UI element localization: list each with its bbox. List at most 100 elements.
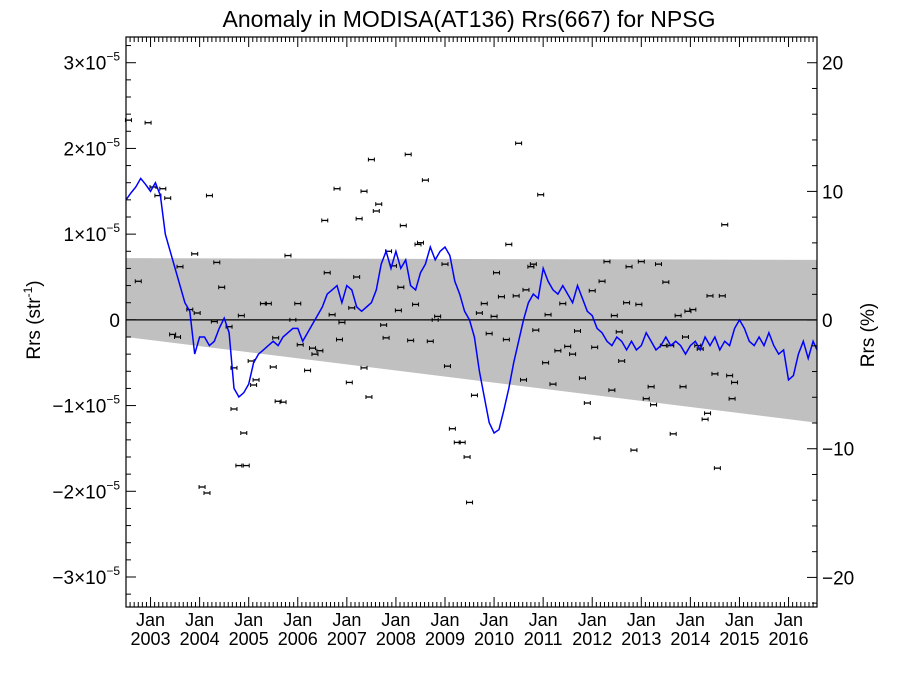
data-point — [198, 485, 206, 489]
data-point — [704, 411, 712, 416]
data-point — [316, 348, 324, 353]
x-tick-year-label: 2014 — [670, 629, 710, 649]
data-point — [443, 364, 451, 369]
data-point — [203, 491, 211, 495]
data-point — [134, 279, 142, 284]
data-point — [564, 344, 572, 349]
data-point — [505, 242, 513, 247]
y-left-tick-mantissa: −1×10 — [52, 397, 106, 418]
y-axis-label-left: Rrs (str-1) — [21, 280, 45, 359]
data-point — [591, 345, 599, 350]
x-tick-month-label: Jan — [332, 610, 361, 630]
data-point — [475, 311, 483, 315]
running-mean-line-layer — [125, 177, 818, 435]
x-tick-year-label: 2011 — [524, 629, 563, 649]
data-point — [235, 463, 243, 468]
data-point — [304, 368, 312, 373]
y-right-tick-label: 20 — [822, 54, 843, 75]
x-tick-year-label: 2007 — [327, 629, 367, 649]
data-point — [213, 260, 221, 265]
data-point — [532, 328, 540, 333]
data-point — [654, 262, 662, 267]
x-tick-year-label: 2013 — [621, 629, 661, 649]
data-point — [250, 383, 258, 387]
axis-ticks-layer — [125, 36, 817, 607]
confidence-band — [126, 258, 817, 423]
x-tick-month-label: Jan — [676, 610, 705, 630]
data-point — [623, 300, 631, 305]
data-point — [701, 417, 709, 422]
data-point — [721, 222, 729, 227]
data-point — [355, 216, 363, 221]
data-point — [554, 348, 562, 353]
y-left-tick-mantissa: 0 — [109, 311, 120, 332]
data-point — [689, 307, 697, 312]
y-left-tick-mantissa: 2×10 — [64, 139, 107, 160]
data-point — [574, 329, 582, 333]
data-point — [515, 141, 523, 146]
data-point — [294, 301, 302, 306]
y-left-tick-label: 0 — [109, 311, 120, 332]
data-point — [218, 285, 226, 290]
data-point — [502, 337, 510, 342]
data-point — [679, 384, 687, 389]
data-point — [284, 253, 292, 258]
data-point — [480, 301, 488, 306]
data-point — [608, 388, 616, 393]
data-point — [706, 293, 714, 298]
y-left-tick-label: 2×10−5 — [64, 135, 121, 160]
x-tick-month-label: Jan — [627, 610, 656, 630]
x-tick-year-label: 2005 — [229, 629, 269, 649]
data-point — [711, 371, 719, 376]
x-tick-year-label: 2016 — [769, 629, 809, 649]
data-point — [593, 436, 601, 441]
data-point — [375, 202, 383, 207]
x-tick-year-label: 2004 — [180, 629, 220, 649]
data-point — [144, 120, 152, 125]
chart-title: Anomaly in MODISA(AT136) Rrs(667) for NP… — [223, 6, 716, 32]
data-point — [549, 382, 557, 387]
x-tick-year-label: 2012 — [572, 629, 612, 649]
data-point — [296, 342, 304, 347]
data-point — [311, 352, 319, 357]
x-tick-year-label: 2010 — [474, 629, 514, 649]
data-point — [544, 312, 552, 317]
y-left-tick-mantissa: 3×10 — [64, 54, 107, 75]
y-right-tick-label: 0 — [822, 311, 833, 332]
x-tick-month-label: Jan — [430, 610, 459, 630]
data-point — [625, 264, 633, 269]
y-left-tick-mantissa: 1×10 — [64, 225, 107, 246]
data-point — [441, 262, 449, 267]
data-point — [458, 440, 466, 445]
data-point — [360, 189, 368, 194]
data-point — [240, 431, 248, 435]
data-point — [407, 338, 415, 343]
x-tick-month-label: Jan — [185, 610, 214, 630]
data-point — [205, 193, 213, 198]
data-point — [527, 264, 535, 269]
data-point — [726, 373, 734, 378]
y-axis-label-left-close: ) — [24, 280, 45, 286]
y-axis-label-right: Rrs (%) — [858, 303, 879, 367]
data-point — [448, 426, 456, 431]
plot-frame-layer — [125, 36, 818, 608]
data-point — [647, 384, 655, 389]
data-point — [630, 448, 638, 453]
y-left-tick-exponent: −5 — [106, 221, 120, 235]
data-point — [497, 294, 505, 299]
data-point — [397, 285, 405, 290]
axis-labels-layer: 3×10−52×10−51×10−50−1×10−5−2×10−5−3×10−5… — [52, 50, 854, 649]
data-point — [360, 365, 368, 370]
x-tick-month-label: Jan — [480, 610, 509, 630]
x-tick-month-label: Jan — [234, 610, 263, 630]
x-tick-month-label: Jan — [381, 610, 410, 630]
data-point — [272, 335, 280, 340]
data-point — [713, 466, 721, 471]
data-point — [289, 317, 297, 322]
data-point — [559, 301, 567, 306]
data-point — [542, 360, 550, 365]
data-point — [529, 262, 537, 267]
data-point — [412, 302, 420, 307]
data-point — [159, 186, 167, 191]
